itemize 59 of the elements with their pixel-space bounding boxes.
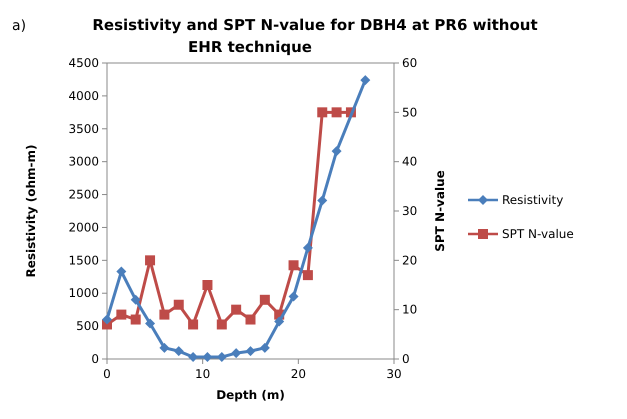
x-tick-label: 30 — [386, 367, 402, 381]
y-tick-label: 2500 — [68, 188, 99, 202]
y-tick-label: 1500 — [68, 253, 99, 268]
y2-tick-label: 60 — [402, 56, 418, 70]
point — [317, 107, 328, 118]
point — [145, 318, 156, 328]
point — [246, 314, 256, 325]
point — [202, 280, 212, 290]
point — [231, 304, 242, 315]
point — [174, 300, 184, 310]
point — [116, 310, 126, 320]
y-tick-label: 0 — [91, 352, 99, 366]
point — [274, 316, 284, 327]
y-tick-label: 500 — [76, 319, 99, 334]
point — [130, 294, 141, 305]
point — [174, 346, 184, 356]
point — [116, 266, 126, 277]
point — [159, 310, 170, 320]
y2-tick-label: 10 — [402, 302, 418, 317]
point — [288, 260, 299, 270]
point — [159, 342, 170, 353]
x-tick-label: 0 — [103, 367, 111, 381]
point — [130, 314, 141, 325]
y-tick-label: 3000 — [68, 154, 99, 169]
x-axis-title: Depth (m) — [216, 388, 285, 402]
point — [216, 319, 227, 330]
x-tick-label: 20 — [290, 367, 306, 381]
y-tick-label: 3500 — [68, 122, 99, 136]
point — [332, 146, 342, 156]
point — [231, 348, 242, 358]
y2-tick-label: 50 — [402, 105, 418, 120]
point — [288, 292, 299, 302]
point — [260, 294, 270, 305]
y2-tick-label: 20 — [402, 253, 418, 268]
y-tick-label: 4000 — [68, 88, 99, 103]
point — [360, 75, 370, 86]
y-tick-label: 4500 — [68, 56, 99, 70]
legend-label: SPT N-value — [502, 227, 574, 241]
y2-tick-label: 40 — [402, 154, 418, 169]
point — [102, 314, 112, 325]
point — [317, 195, 328, 206]
point — [188, 319, 198, 330]
y-tick-label: 1000 — [68, 286, 99, 300]
y2-tick-label: 30 — [402, 204, 418, 218]
y2-tick-label: 0 — [402, 352, 410, 366]
point — [145, 255, 156, 266]
point — [302, 242, 313, 253]
chart-title: Resistivity and SPT N-value for DBH4 at PR6 without EHR technique — [92, 16, 538, 56]
y-axis-title: Resistivity (ohm-m) — [24, 144, 38, 278]
point — [260, 342, 270, 353]
text: a) — [12, 18, 26, 34]
legend-label: Resistivity — [502, 193, 564, 207]
point — [246, 346, 256, 356]
point — [302, 270, 313, 280]
point — [332, 107, 342, 118]
point — [216, 352, 227, 362]
x-tick-label: 10 — [195, 367, 210, 381]
y-tick-label: 2000 — [68, 220, 99, 234]
y2-axis-title: SPT N-value — [433, 170, 447, 252]
